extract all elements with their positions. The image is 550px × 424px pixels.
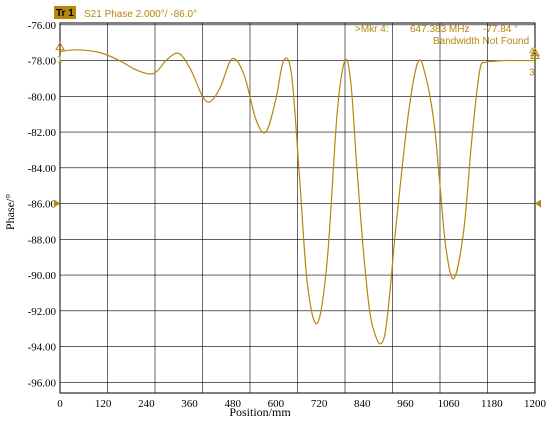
trace-info: S21 Phase 2.000°/ -86.0° [84,9,197,20]
y-tick-label: -92.00 [28,306,57,318]
marker-label: 3 [529,68,535,79]
y-tick-label: -88.00 [28,234,57,246]
y-tick-label: -78.00 [28,56,57,68]
y-tick-label: -84.00 [28,163,57,175]
y-tick-label: -86.00 [28,199,57,211]
y-axis-title: Phase/° [3,194,17,230]
x-tick-label: 240 [138,398,155,410]
x-tick-label: 120 [95,398,112,410]
marker-value: -77.84 ° [483,24,518,35]
marker-label: 1 [57,55,63,66]
y-tick-label: -80.00 [28,91,57,103]
status-message: Bandwidth Not Found [433,36,529,47]
y-tick-label: -94.00 [28,342,57,354]
x-tick-label: 1060 [438,398,461,410]
x-tick-label: 360 [181,398,198,410]
y-tick-label: -82.00 [28,127,57,139]
marker-readout: >Mkr 4: [355,24,389,35]
x-tick-label: 1180 [481,398,503,410]
x-tick-label: 1200 [524,398,547,410]
x-tick-label: 0 [57,398,63,410]
x-axis-title: Position/mm [229,405,291,419]
trace-badge-label: Tr 1 [56,8,74,19]
x-tick-label: 840 [354,398,371,410]
x-tick-label: 720 [311,398,328,410]
y-tick-label: -76.00 [28,20,57,32]
x-tick-label: 960 [397,398,414,410]
y-tick-label: -90.00 [28,270,57,282]
y-tick-label: -96.00 [28,377,57,389]
